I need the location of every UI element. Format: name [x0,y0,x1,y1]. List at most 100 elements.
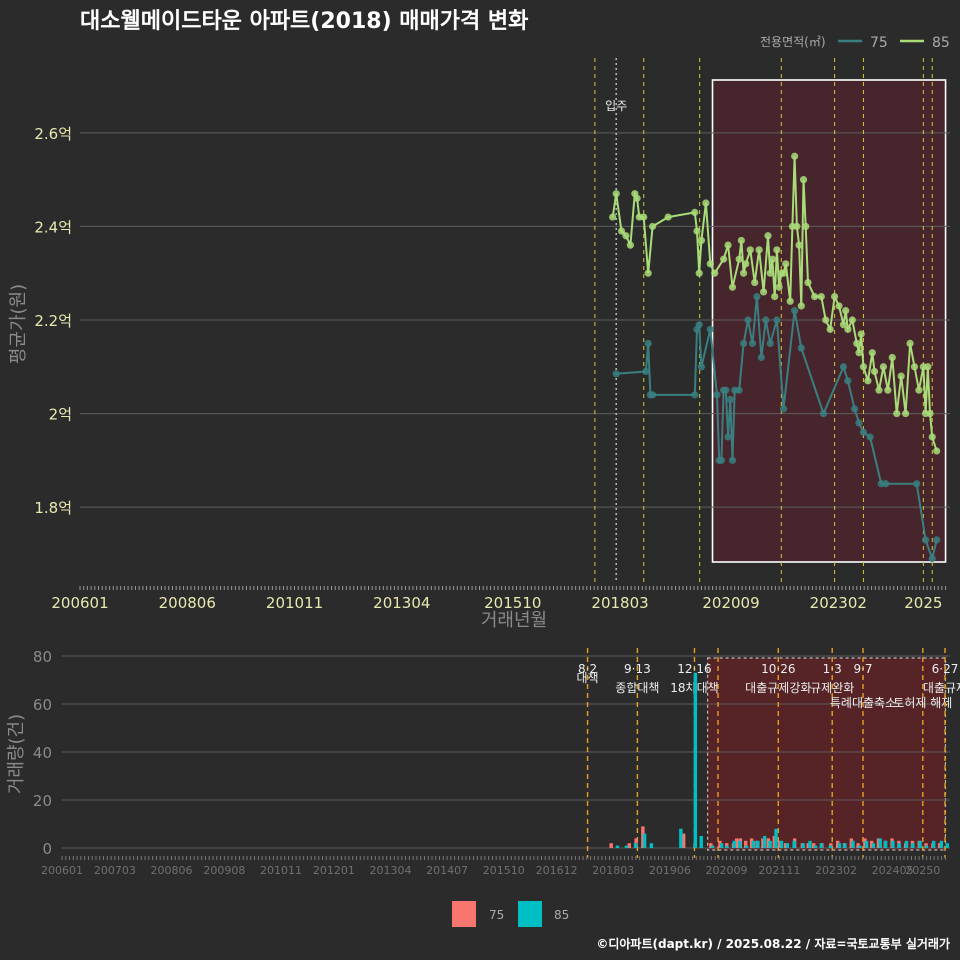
data-point-75 [722,386,730,394]
volume-x-tick-label: 201510 [483,864,525,877]
data-point-75 [744,316,752,324]
volume-bar-85 [813,845,818,848]
data-point-85 [875,386,883,394]
volume-x-tick-label: 201803 [592,864,634,877]
data-point-85 [879,363,888,371]
data-point-75 [706,325,714,333]
data-point-85 [799,176,808,184]
volume-bar-85 [931,840,936,848]
volume-x-tick-label: 202009 [705,864,747,877]
volume-bar-85 [615,845,620,848]
volume-bar-85 [732,840,737,848]
volume-bar-75 [876,838,881,848]
data-point-75 [797,344,805,352]
volume-y-tick-label: 80 [33,648,52,666]
data-point-85 [888,353,896,362]
volume-bar-75 [811,843,816,848]
volume-bar-85 [710,845,715,848]
volume-x-tick-label: 200703 [94,864,136,877]
x-axis-label: 거래년월 [481,610,547,631]
volume-bar-75 [709,843,713,848]
volume-bar-85 [738,840,742,848]
data-point-85 [609,213,617,221]
volume-x-tick-label: 200908 [203,864,245,877]
data-point-85 [782,260,790,268]
x-tick-label: 201510 [484,594,541,612]
data-point-75 [913,480,921,488]
data-point-85 [835,302,843,310]
volume-bar-75 [744,840,748,848]
bar-legend-label-75: 75 [489,908,504,922]
policy-date-label: 9·13 [624,662,651,676]
data-point-85 [773,246,781,254]
data-point-85 [626,241,635,249]
data-point-85 [804,278,812,287]
volume-bar-75 [836,840,840,848]
data-point-85 [817,293,825,301]
volume-bar-85 [843,843,847,848]
legend-label-85: 85 [932,35,950,51]
data-point-85 [691,208,699,216]
data-point-85 [739,269,748,277]
data-point-75 [779,405,788,413]
volume-highlight-region [707,657,947,851]
policy-name-label: 종합대책 [615,680,659,695]
policy-date-label: 6·27 [932,662,959,676]
data-point-85 [766,269,774,277]
volume-bar-85 [751,840,756,848]
volume-bar-75 [734,838,739,848]
volume-bar-75 [681,833,686,848]
policy-name-label: 대출규제강화 [745,681,811,695]
policy-name-label: 대출규제 [923,681,960,695]
data-point-85 [797,302,805,310]
volume-bar-75 [627,843,631,848]
data-point-75 [724,433,732,441]
policy-date-label: 8·2 [578,662,597,676]
policy-date-label: 10·26 [761,662,795,676]
volume-x-tick-label: 201612 [536,864,578,877]
data-point-85 [844,325,852,333]
volume-bar-85 [792,840,796,848]
data-point-85 [897,372,905,380]
volume-bar-85 [837,843,842,848]
data-point-75 [859,428,868,436]
data-point-85 [933,447,941,455]
price-panel: 1.8억 2억 2.2억 2.4억 2.6억 입주 200601 200806 201011 20… [34,58,950,612]
volume-x-tick-label: 202405 [872,864,914,877]
volume-bar-85 [774,828,778,848]
volume-bar-85 [762,836,767,848]
data-point-75 [612,370,620,378]
volume-bar-85 [858,845,862,848]
data-point-85 [649,222,657,231]
volume-bar-85 [785,843,790,848]
data-point-75 [649,391,657,399]
data-point-85 [864,377,872,385]
volume-x-tick-label: 201407 [426,864,468,877]
data-point-85 [915,386,923,394]
volume-bar-85 [699,836,703,848]
data-point-85 [859,363,868,371]
volume-bar-75 [749,838,754,848]
data-point-85 [830,293,839,301]
source-credit: ©디아파트(dapt.kr) / 2025.08.22 / 자료=국토교통부 실… [596,936,950,951]
data-point-85 [742,260,750,268]
data-point-85 [764,232,772,240]
x-tick-label: 2025 [904,594,942,612]
data-point-75 [766,339,774,347]
data-point-75 [921,536,930,544]
bar-legend: 75 85 [452,901,569,927]
volume-bar-75 [718,840,722,848]
volume-y-tick-label: 40 [33,744,52,762]
data-point-75 [757,353,765,362]
data-point-75 [697,363,706,371]
data-point-85 [924,363,932,371]
data-point-85 [644,269,652,277]
bar-legend-swatch-75 [452,901,476,927]
volume-bar-85 [871,843,876,848]
volume-y-tick-label: 0 [42,840,52,858]
data-point-75 [850,405,859,413]
policy-name-label: 토허제 해제 [893,696,952,710]
bar-legend-swatch-85 [518,901,542,927]
volume-x-tick-label: 201011 [260,864,302,877]
volume-bar-85 [693,672,698,848]
